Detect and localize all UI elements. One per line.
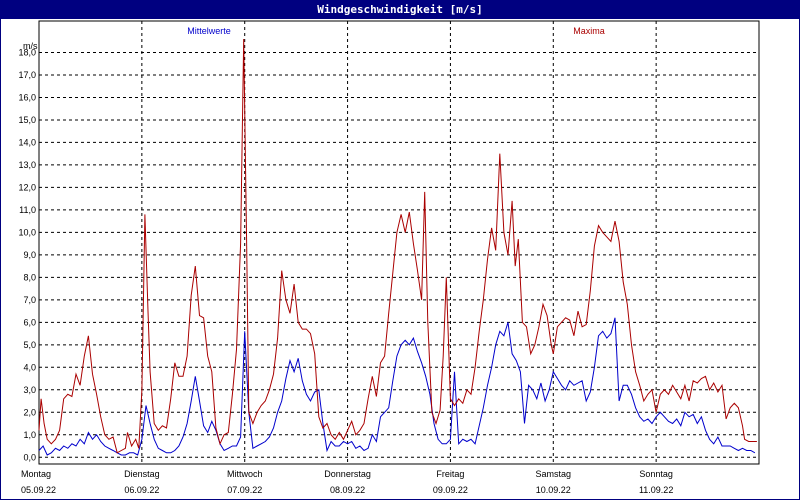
x-tick-day: Sonntag (639, 469, 673, 479)
legend-mittelwerte: Mittelwerte (187, 26, 231, 36)
y-tick-label: 12,0 (18, 182, 36, 192)
x-tick-day: Freitag (436, 469, 464, 479)
y-tick-label: 8,0 (23, 272, 36, 282)
y-tick-label: 0,0 (23, 452, 36, 462)
x-tick-day: Mittwoch (227, 469, 263, 479)
x-tick-date: 10.09.22 (536, 485, 571, 495)
x-axis-labels: Montag 05.09.22 Dienstag 06.09.22 Mittwoch 07… (21, 469, 673, 495)
y-tick-label: 16,0 (18, 92, 36, 102)
y-tick-label: 15,0 (18, 115, 36, 125)
y-tick-label: 14,0 (18, 137, 36, 147)
y-tick-label: 13,0 (18, 160, 36, 170)
grid-lines (39, 21, 759, 464)
x-tick-day: Montag (21, 469, 51, 479)
x-tick-date: 06.09.22 (124, 485, 159, 495)
y-tick-label: 4,0 (23, 362, 36, 372)
y-tick-label: 7,0 (23, 295, 36, 305)
y-axis-unit: m/s (23, 41, 38, 51)
series-lines (38, 38, 757, 456)
wind-speed-chart: 0,0 1,0 2,0 3,0 4,0 5,0 6,0 7,0 8,0 9,0 10,0 11,0 12… (18, 20, 760, 495)
y-tick-label: 1,0 (23, 430, 36, 440)
window-title: Windgeschwindigkeit [m/s] (1, 1, 799, 19)
x-tick-date: 05.09.22 (21, 485, 56, 495)
y-tick-label: 10,0 (18, 227, 36, 237)
x-tick-day: Samstag (536, 469, 572, 479)
series-line-mittelwerte (38, 317, 756, 456)
x-tick-date: 09.09.22 (433, 485, 468, 495)
y-tick-label: 2,0 (23, 407, 36, 417)
x-tick-day: Donnerstag (324, 469, 371, 479)
y-tick-label: 6,0 (23, 317, 36, 327)
y-tick-label: 3,0 (23, 385, 36, 395)
x-tick-date: 08.09.22 (330, 485, 365, 495)
y-tick-label: 5,0 (23, 340, 36, 350)
y-tick-label: 11,0 (19, 205, 36, 215)
y-axis-labels: 0,0 1,0 2,0 3,0 4,0 5,0 6,0 7,0 8,0 9,0 10,0 11,0 12… (18, 47, 36, 462)
x-tick-day: Dienstag (124, 469, 160, 479)
plot-area (38, 20, 760, 465)
x-tick-date: 11.09.22 (639, 485, 673, 495)
series-line-maxima (38, 38, 757, 454)
y-tick-label: 18,0 (18, 47, 36, 57)
legend-maxima: Maxima (573, 26, 605, 36)
x-tick-date: 07.09.22 (227, 485, 262, 495)
y-tick-label: 17,0 (18, 70, 36, 80)
y-tick-label: 9,0 (23, 250, 36, 260)
